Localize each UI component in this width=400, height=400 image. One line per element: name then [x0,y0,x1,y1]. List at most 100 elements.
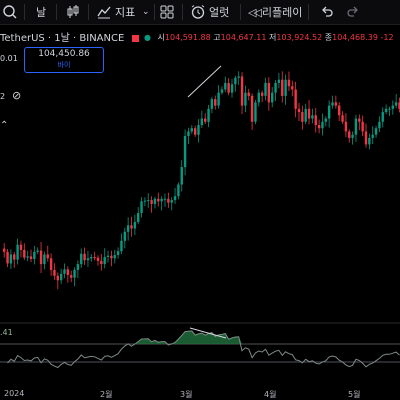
replay-button[interactable]: ◁◁ 리플레이 [248,3,302,21]
candle-body [374,128,378,135]
candle-body [394,102,398,106]
candle-body [19,244,23,250]
candle-body [381,112,384,122]
candle-body [90,257,93,259]
candle-body [26,256,29,258]
candle-body [86,258,90,261]
collapse-icon[interactable]: ⌃ [0,120,9,131]
xaxis-tick-mar: 3월 [180,390,193,399]
candle-body [140,201,143,213]
candle-body [277,79,281,83]
undo-icon[interactable] [320,3,334,21]
symbol-legend[interactable]: TetherUS · 1날 · BINANCE [0,29,139,44]
candle-body [16,244,19,260]
candle-body [317,125,321,129]
redo-icon[interactable] [346,3,360,21]
close-label: 종 [324,33,333,42]
candle-body [240,76,244,106]
candle-body [311,115,314,119]
trendline-rsi [189,327,227,339]
candle-body [157,198,160,202]
indicators-button[interactable]: 지표 [96,3,135,21]
candle-body [33,251,36,259]
candle-body [378,121,381,129]
candle-body [173,196,177,201]
candle-body [6,251,9,264]
candle-body [100,260,103,265]
candle-body [398,102,400,109]
search-icon[interactable] [2,3,18,21]
candle-body [257,92,260,103]
candle-body [237,76,240,78]
candle-body [281,79,284,96]
candle-body [153,198,157,204]
candle-body [177,184,180,197]
low-value: 103,924.52 [276,33,323,42]
candle-body [197,125,200,135]
interval-button[interactable]: 날 [36,6,47,19]
candle-body [284,79,287,96]
candle-body [230,84,234,93]
candle-body [130,225,133,229]
candle-body [133,222,137,229]
candle-body [106,255,110,257]
status-dot-icon: ● [144,33,151,42]
alarm-clock-icon [191,5,205,19]
replay-label: 리플레이 [261,6,303,19]
layout-grid-icon[interactable] [160,3,174,21]
candle-body [120,240,123,252]
candle-body [351,134,354,138]
candle-body [80,253,83,265]
candle-body [180,167,183,185]
candle-body [291,86,294,90]
change-value: -12 [380,33,394,42]
top-toolbar: 날 지표 ⌄ 얼럿 ◁◁ 리플레이 [0,0,400,25]
candle-body [187,131,190,136]
xaxis-tick-2024: 2024 [4,389,25,398]
indicators-icon [97,6,111,19]
candle-body [384,108,388,113]
candle-body [210,99,214,109]
buy-label: 바이 [57,61,71,69]
candle-body [183,136,187,168]
alert-button[interactable]: 얼럿 [190,3,229,21]
candle-body [220,89,224,93]
candle-body [53,269,56,276]
candle-body [358,118,361,122]
candle-body [331,102,334,106]
candle-body [46,254,49,259]
candle-body [334,102,338,106]
buy-price-button[interactable]: 104,450.86 바이 [24,47,104,73]
candle-body [388,108,391,110]
candle-type-icon[interactable] [66,3,80,21]
candle-body [150,200,153,204]
candle-body [234,77,237,85]
candle-body [66,269,70,276]
eye-slash-icon[interactable]: ⊘ [12,89,22,102]
candle-body [3,248,6,252]
candle-body [224,82,227,90]
xaxis-tick-may: 5월 [348,390,361,399]
symbol-title[interactable]: TetherUS · 1날 · BINANCE [0,33,125,44]
spread-value: 0.01 [0,54,18,63]
alert-label: 얼럿 [209,6,230,19]
candle-body [23,249,26,258]
close-value: 104,468.39 [332,33,378,42]
indicators-label: 지표 [115,6,136,19]
candle-body [368,137,371,145]
candle-body [96,257,100,261]
candle-body [327,105,331,119]
candle-body [137,213,140,223]
candle-body [297,108,301,113]
chevron-down-icon[interactable]: ⌄ [142,7,150,17]
candle-body [113,255,116,259]
candle-body [271,92,274,103]
candle-body [110,255,113,259]
candle-body [361,121,364,132]
candle-body [73,269,76,278]
candle-body [160,198,163,202]
candle-body [49,258,53,270]
candle-body [29,256,33,259]
rewind-icon: ◁◁ [248,5,262,19]
